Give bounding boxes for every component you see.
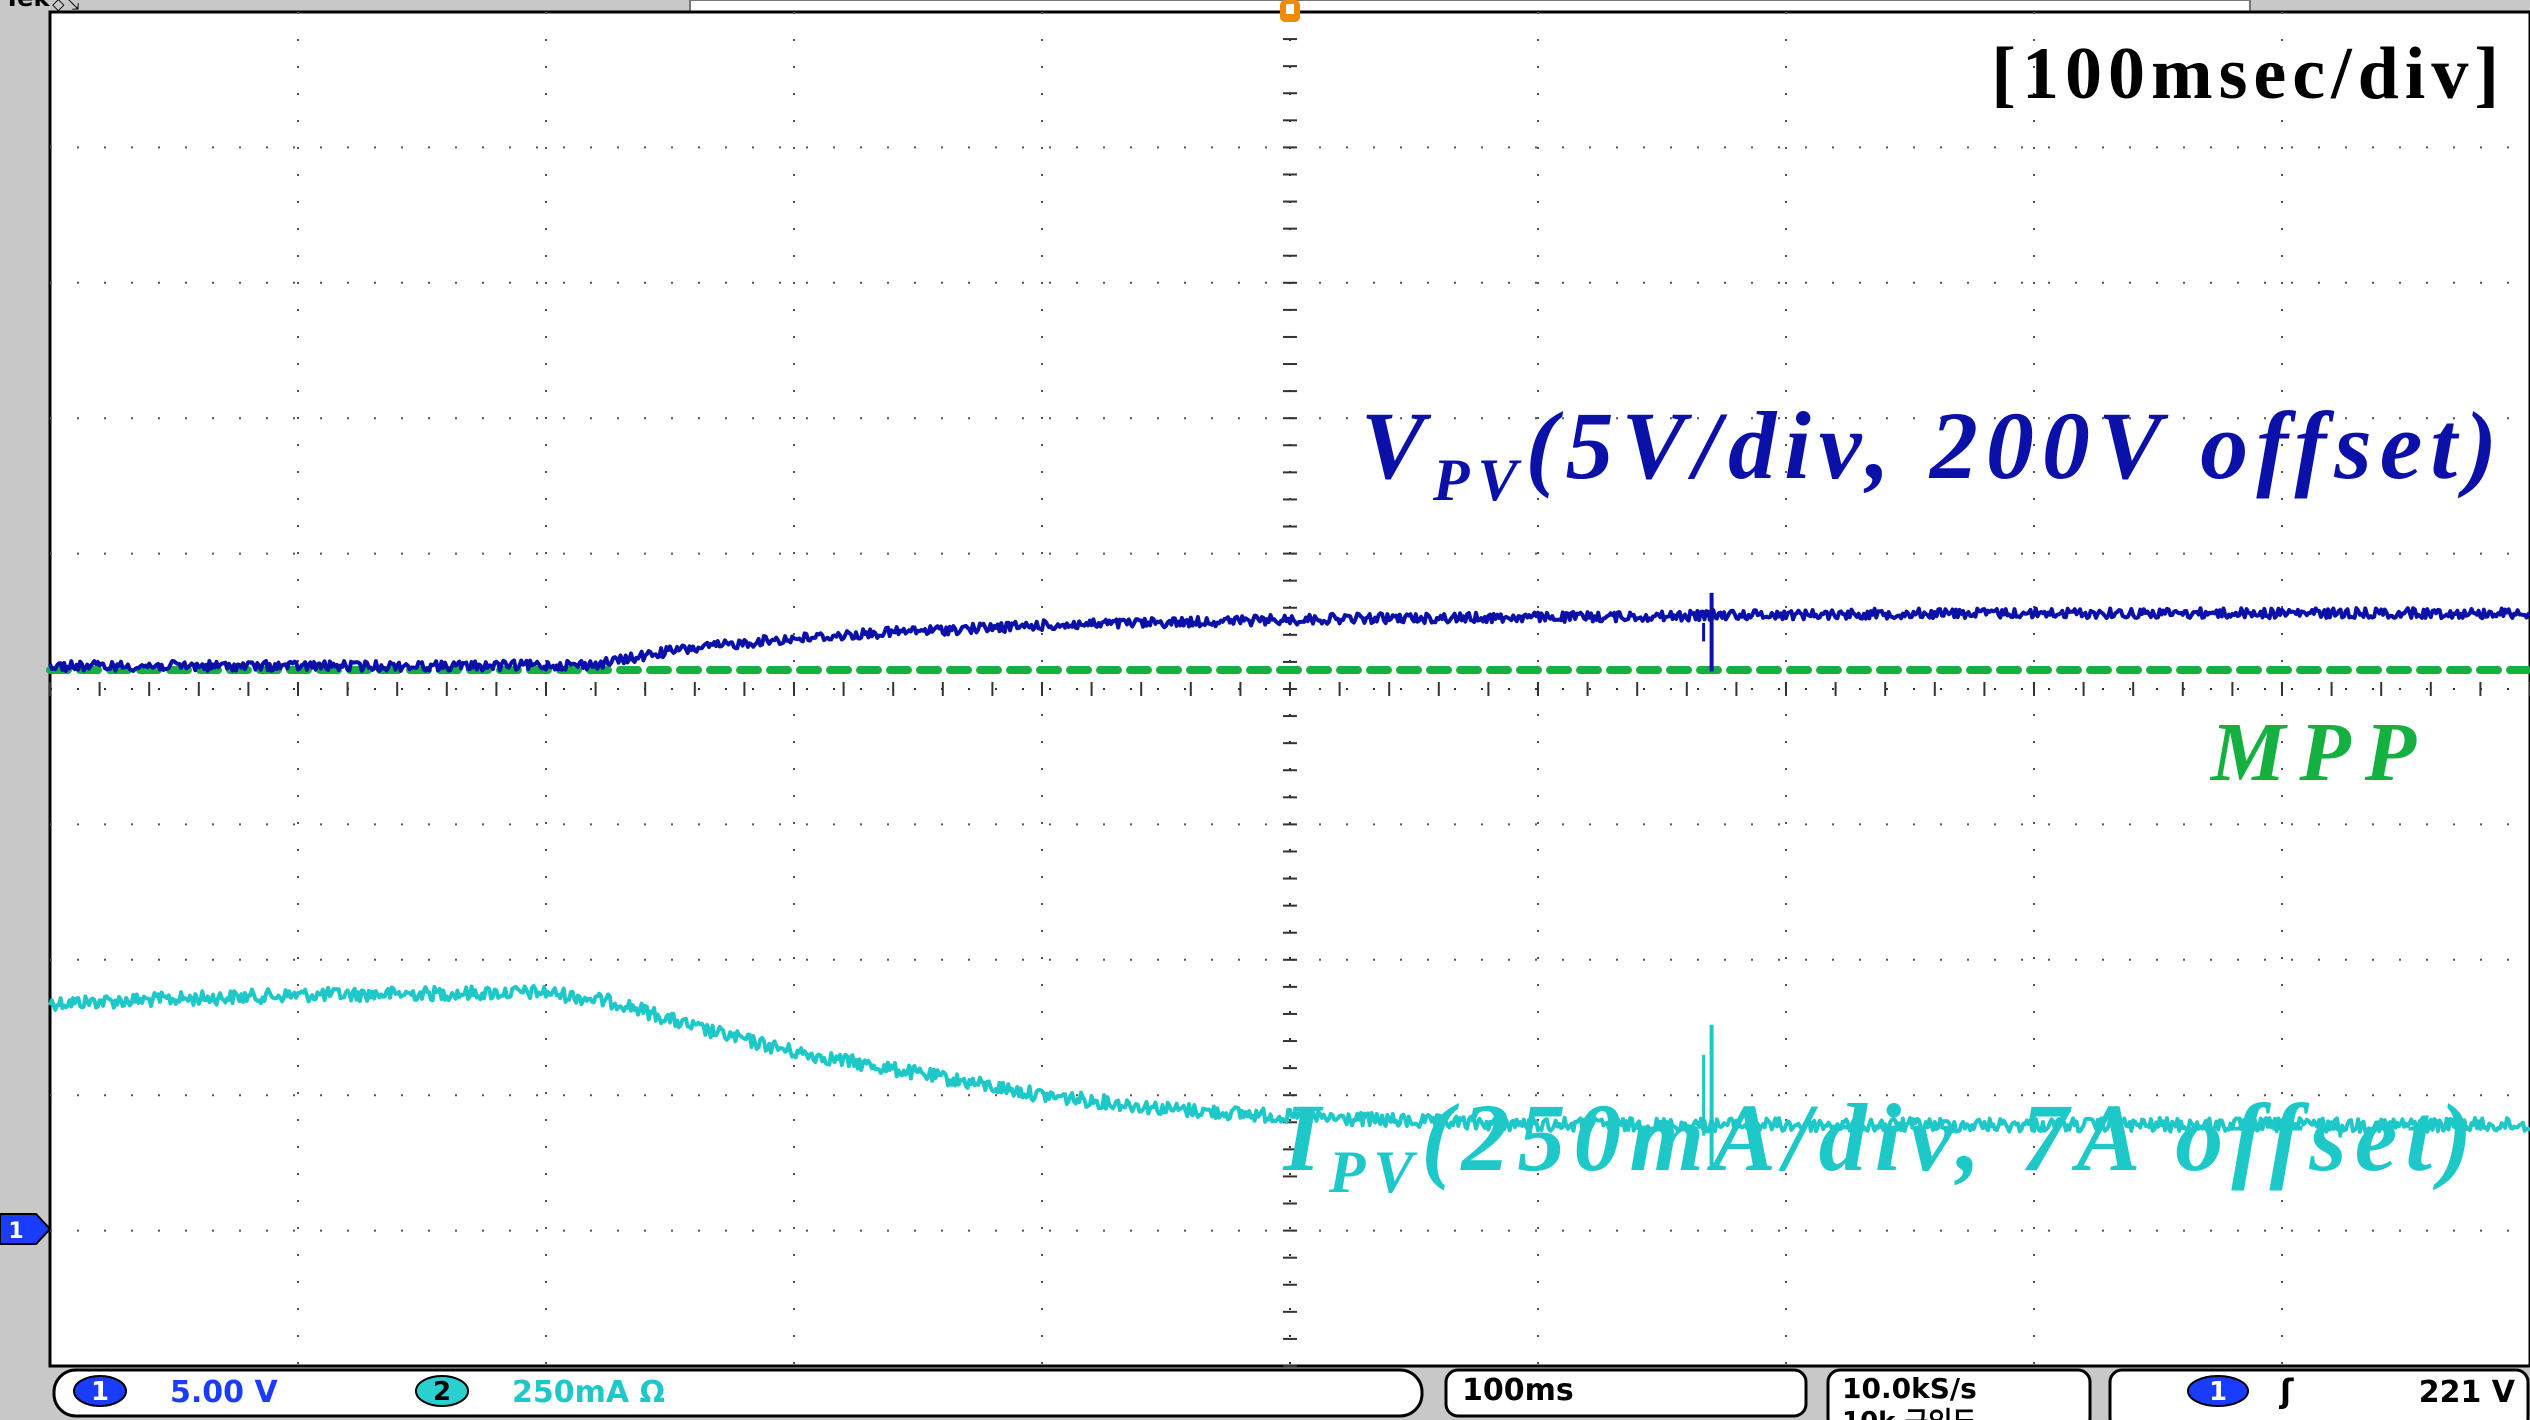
ipv-trace bbox=[48, 984, 2530, 1134]
ipv-trace-label: IPV(250mA/div, 7A offset) bbox=[1282, 1084, 2480, 1205]
ipv-label-rest: (250mA/div, 7A offset) bbox=[1421, 1084, 2480, 1191]
brand-label: Tek bbox=[4, 0, 50, 12]
left-bezel bbox=[0, 0, 50, 1420]
ground-marker-ch1: 1 bbox=[0, 1213, 52, 1245]
timebase-box[interactable] bbox=[1444, 1368, 1808, 1418]
vpv-label-sub: PV bbox=[1432, 447, 1526, 513]
sample-rate-readout: 10.0kS/s bbox=[1842, 1372, 1977, 1405]
acquisition-box[interactable] bbox=[1826, 1368, 2092, 1420]
trigger-source-number: 1 bbox=[2209, 1377, 2227, 1407]
vpv-trace bbox=[48, 606, 2530, 673]
timebase-annotation: [100msec/div] bbox=[1991, 33, 2505, 115]
trigger-position-marker bbox=[1280, 0, 1300, 22]
ch1-scale: 5.00 V bbox=[170, 1375, 278, 1410]
trace-layer bbox=[46, 592, 2530, 1166]
ch1-number: 1 bbox=[91, 1377, 109, 1407]
ipv-label-sub: PV bbox=[1328, 1139, 1422, 1205]
ipv-label-main: I bbox=[1282, 1084, 1328, 1191]
record-length-readout: 10k 구인도 bbox=[1842, 1407, 1976, 1420]
vpv-trace-label: VPV(5V/div, 200V offset) bbox=[1361, 392, 2505, 513]
ch2-scale: 250mA Ω bbox=[512, 1375, 665, 1410]
ch2-badge[interactable] bbox=[415, 1375, 469, 1407]
graticule-grid bbox=[49, 11, 2530, 1367]
channel-readout-box bbox=[52, 1368, 1424, 1418]
record-view-bar bbox=[689, 0, 2251, 13]
timebase-readout: 100ms bbox=[1462, 1373, 1574, 1408]
mpp-label: MPP bbox=[2209, 706, 2430, 799]
vpv-label-main: V bbox=[1361, 392, 1433, 499]
trigger-slope-icon: ʃ bbox=[2278, 1372, 2294, 1410]
vpv-label-rest: (5V/div, 200V offset) bbox=[1526, 392, 2506, 499]
trigger-level-readout: 221 V bbox=[2419, 1375, 2516, 1410]
trigger-source-badge bbox=[2187, 1375, 2249, 1407]
ch2-number: 2 bbox=[433, 1377, 451, 1407]
status-bar: 1 5.00 V 2 250mA Ω 100ms 10.0kS/s 10k 구인… bbox=[52, 1368, 2530, 1420]
svg-text:1: 1 bbox=[8, 1219, 23, 1244]
ch1-badge[interactable] bbox=[73, 1375, 127, 1407]
